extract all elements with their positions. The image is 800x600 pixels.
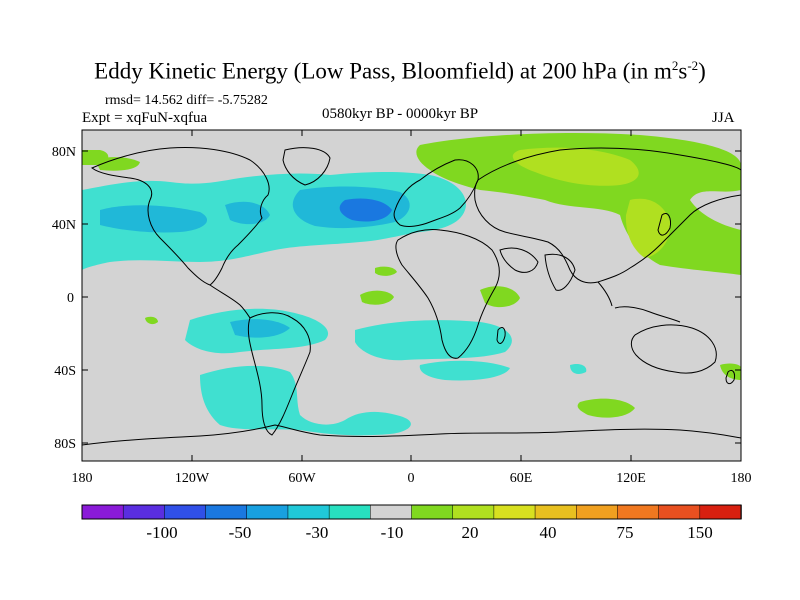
season-label: JJA [712,110,735,126]
lon-label: 120W [175,471,210,486]
latitude-axis: 80N 40N 0 40S 80S [52,145,741,452]
colorbar-label: -50 [229,523,252,542]
positive-anomaly-pacific-small [145,316,158,325]
colorbar-label: -30 [306,523,329,542]
positive-anomaly-east-asia [625,198,671,258]
plot-title: Eddy Kinetic Energy (Low Pass, Bloomfiel… [94,58,706,84]
colorbar-label: 20 [462,523,479,542]
positive-anomaly-tropical-atlantic [360,290,394,305]
colorbar-cell [81,504,124,520]
lat-label: 0 [67,291,74,306]
map-field [82,130,741,461]
coastlines [82,147,741,446]
negative-anomaly-north-pacific-east [225,201,270,225]
rmsd-diff-text: rmsd= 14.562 diff= -5.75282 [105,93,268,108]
lat-label: 40S [54,364,76,379]
colorbar-cell [617,504,660,520]
lon-label: 0 [408,471,415,486]
lon-label: 60E [510,471,533,486]
experiment-label: Expt = xqFuN-xqfua [82,110,208,126]
colorbar-label: -10 [381,523,404,542]
negative-anomaly-southern-ocean-east [419,360,510,381]
negative-anomaly-north-pacific-mid [100,205,208,233]
positive-anomaly-south-east-edge [720,363,741,380]
negative-anomaly-north-atlantic-core [339,198,392,222]
lat-label: 80S [54,437,76,452]
colorbar-cell [205,504,248,520]
negative-anomaly-south-indian [355,320,512,361]
positive-anomaly-eurasia-core [512,147,639,186]
colorbar-frame [81,504,742,520]
colorbar-cell [328,504,372,520]
lon-label: 180 [731,471,752,486]
colorbar: -100 -50 -30 -10 20 40 75 150 [81,504,742,542]
lon-label: 120E [616,471,646,486]
positive-anomaly-south-pacific-east [577,398,635,418]
positive-anomaly-africa [480,286,520,308]
colorbar-label: -100 [146,523,177,542]
positive-anomaly-south-atlantic [375,266,397,276]
colorbar-cell [493,504,536,520]
colorbar-cell [287,504,330,520]
longitude-axis: 180 120W 60W 0 60E 120E 180 [72,130,752,486]
colorbar-cell [164,504,207,520]
colorbar-cell [370,504,413,520]
positive-anomaly-north-pacific [95,157,140,171]
colorbar-cell [658,504,701,520]
colorbar-cell [452,504,495,520]
colorbar-label: 40 [540,523,557,542]
lon-label: 60W [288,471,316,486]
lat-label: 40N [52,218,76,233]
lat-label: 80N [52,145,76,160]
negative-anomaly-south-pacific-mid [230,319,290,338]
negative-anomaly-southern-ocean [200,365,411,436]
colorbar-cell [122,504,166,520]
colorbar-cell [576,504,619,520]
colorbar-cell [534,504,577,520]
colorbar-label: 75 [617,523,634,542]
lon-label: 180 [72,471,93,486]
colorbar-cell [246,504,289,520]
colorbar-label: 150 [687,523,713,542]
colorbar-cell [699,504,742,520]
period-label: 0580kyr BP - 0000kyr BP [321,106,479,122]
negative-anomaly-far-east-small [570,363,587,374]
colorbar-cell [411,504,454,520]
